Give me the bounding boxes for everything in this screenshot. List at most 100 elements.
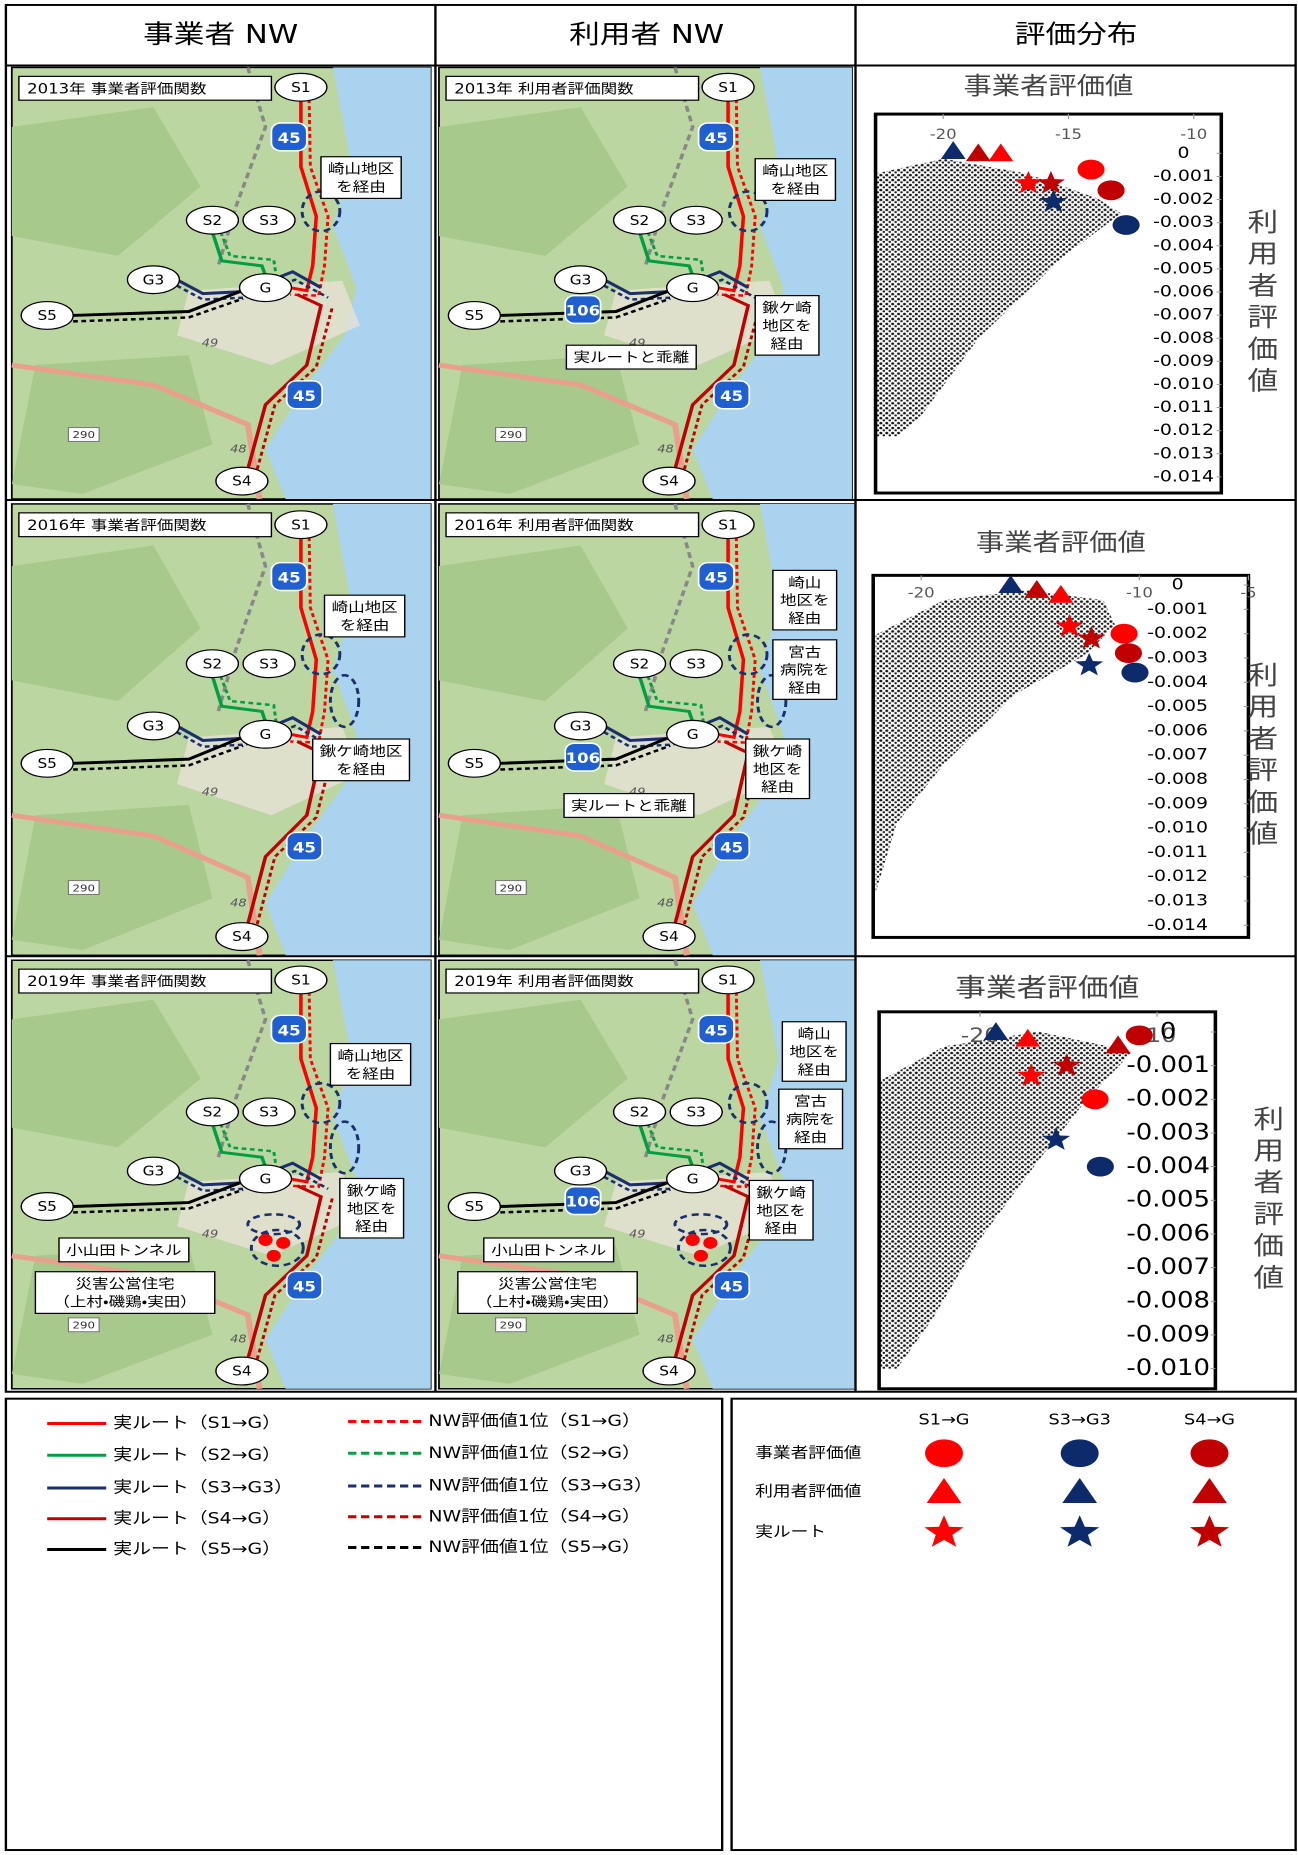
- annotation-text: 崎山: [798, 1026, 831, 1042]
- annotation-text: を経由: [336, 179, 386, 195]
- legend-column: S3→G3: [1049, 1411, 1111, 1428]
- annotation-text: を経由: [771, 181, 821, 197]
- y-tick-label: -0.001: [1153, 167, 1214, 185]
- road-number: 290: [73, 882, 96, 894]
- marker-circle: [1191, 1439, 1229, 1467]
- road-number: 49: [202, 1227, 219, 1240]
- node-label: S1: [291, 974, 310, 989]
- annotation-text: を経由: [340, 617, 390, 633]
- annotation-text: 実ルートと乖離: [571, 798, 687, 814]
- y-tick-label: -0.014: [1147, 916, 1208, 934]
- marker-circle: [1061, 1439, 1099, 1467]
- legend-nw-label: NW評価値1位（S5→G）: [428, 1538, 640, 1556]
- marker-circle: [1087, 1157, 1114, 1177]
- y-tick-label: -0.001: [1126, 1052, 1210, 1077]
- node-label: S4: [659, 930, 678, 945]
- y-tick-label: -0.005: [1147, 697, 1208, 715]
- node-label: G3: [570, 273, 592, 288]
- annotation-text: 経由: [771, 336, 804, 352]
- annotation-text: 経由: [788, 610, 821, 626]
- node-label: S3: [686, 214, 705, 229]
- annotation-text: 崎山地区: [332, 599, 398, 615]
- annotation-text: 経由: [798, 1062, 831, 1078]
- road-number: 48: [230, 443, 247, 456]
- y-tick-label: -0.008: [1126, 1288, 1210, 1313]
- marker-circle: [1097, 180, 1124, 200]
- y-tick-label: -0.007: [1126, 1254, 1210, 1279]
- node-label: S1: [718, 81, 737, 96]
- node-label: G3: [143, 273, 165, 288]
- map-title: 2013年 事業者評価関数: [27, 81, 206, 97]
- legend-row: 実ルート: [755, 1523, 826, 1540]
- y-tick-label: -0.014: [1153, 468, 1214, 486]
- legend-real-label: 実ルート（S2→G）: [113, 1446, 281, 1464]
- legend-row: 事業者評価値: [755, 1444, 861, 1461]
- y-axis-label: 利用者評価値: [1249, 1105, 1285, 1296]
- road-number: 106: [566, 303, 600, 319]
- annotation-text: 災害公営住宅: [76, 1276, 175, 1292]
- legend-real-label: 実ルート（S3→G3）: [113, 1479, 293, 1497]
- road-number: 48: [657, 897, 674, 910]
- legend-column: S1→G: [918, 1411, 969, 1428]
- y-tick-label: -0.013: [1147, 892, 1208, 910]
- node-label: S5: [37, 309, 56, 324]
- annotation-text: 崎山地区: [328, 161, 394, 177]
- housing-dot: [276, 1237, 290, 1249]
- annotation-text: 鍬ケ崎: [347, 1183, 397, 1199]
- y-tick-label: -0.012: [1153, 422, 1214, 440]
- housing-dot: [258, 1234, 272, 1246]
- housing-dot: [686, 1234, 700, 1246]
- legend-row: 利用者評価値: [755, 1482, 861, 1499]
- road-number: 45: [705, 1023, 728, 1039]
- x-tick-label: -10: [1180, 126, 1207, 142]
- annotation-text: 病院を: [786, 1111, 836, 1127]
- node-label: G: [260, 281, 272, 296]
- annotation-text: 経由: [355, 1218, 388, 1234]
- node-label: S3: [686, 1106, 705, 1121]
- legend-column: S4→G: [1184, 1411, 1235, 1428]
- road-number: 45: [293, 1279, 316, 1295]
- node-label: G3: [570, 1165, 592, 1180]
- marker-circle: [1077, 160, 1104, 180]
- column-header: 事業者 NW: [143, 19, 298, 49]
- road-number: 49: [202, 336, 219, 349]
- y-tick-label: -0.013: [1153, 445, 1214, 463]
- x-tick-label: -20: [930, 126, 957, 142]
- y-tick-label: -0.004: [1126, 1153, 1210, 1178]
- annotation-text: 経由: [761, 779, 794, 795]
- road-number: 290: [73, 429, 96, 441]
- node-label: S5: [37, 757, 56, 772]
- annotation-text: 地区を: [789, 1044, 839, 1060]
- marker-circle: [925, 1439, 963, 1467]
- node-label: S5: [465, 309, 484, 324]
- legend-nw-label: NW評価値1位（S4→G）: [428, 1508, 640, 1526]
- annotation-text: を経由: [346, 1066, 396, 1082]
- map: 45452904948S1S2S3G3GS5S42016年 事業者評価関数崎山地…: [12, 504, 431, 955]
- road-number: 45: [293, 840, 316, 856]
- node-label: S1: [291, 518, 310, 533]
- y-tick-label: -0.008: [1153, 329, 1214, 347]
- road-number: 45: [293, 388, 316, 404]
- annotation-text: 地区を: [756, 1203, 806, 1219]
- marker-circle: [1115, 643, 1142, 663]
- chart-title: 事業者評価値: [963, 73, 1133, 100]
- x-tick-label: -20: [908, 585, 935, 601]
- annotation-text: 地区を: [347, 1201, 397, 1217]
- annotation-text: 崎山: [788, 575, 821, 591]
- road-number: 48: [230, 1333, 247, 1346]
- y-tick-label: -0.002: [1126, 1086, 1210, 1111]
- y-tick-label: -0.006: [1153, 283, 1214, 301]
- node-label: S5: [37, 1200, 56, 1215]
- y-tick-label: -0.008: [1147, 770, 1208, 788]
- node-label: S5: [465, 757, 484, 772]
- node-label: G: [687, 281, 699, 296]
- road-number: 290: [500, 882, 523, 894]
- y-tick-label: -0.010: [1126, 1355, 1210, 1380]
- road-number: 45: [705, 130, 728, 146]
- housing-dot: [267, 1250, 281, 1262]
- node-label: G: [687, 728, 699, 743]
- node-label: S4: [659, 1365, 678, 1380]
- annotation-text: 崎山地区: [338, 1048, 404, 1064]
- node-label: S3: [686, 657, 705, 672]
